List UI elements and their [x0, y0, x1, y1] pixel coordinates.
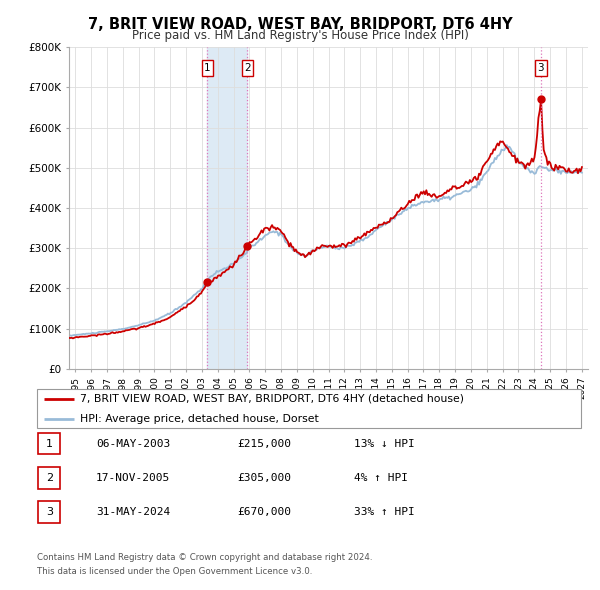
Text: 1: 1 [204, 63, 211, 73]
Text: 13% ↓ HPI: 13% ↓ HPI [354, 439, 415, 448]
FancyBboxPatch shape [38, 433, 60, 454]
Text: £305,000: £305,000 [237, 473, 291, 483]
FancyBboxPatch shape [38, 467, 60, 489]
Bar [208, 47, 247, 369]
Text: 31-MAY-2024: 31-MAY-2024 [96, 507, 170, 517]
Text: £670,000: £670,000 [237, 507, 291, 517]
FancyBboxPatch shape [37, 389, 581, 428]
Text: 7, BRIT VIEW ROAD, WEST BAY, BRIDPORT, DT6 4HY: 7, BRIT VIEW ROAD, WEST BAY, BRIDPORT, D… [88, 17, 512, 31]
Text: Contains HM Land Registry data © Crown copyright and database right 2024.: Contains HM Land Registry data © Crown c… [37, 553, 373, 562]
Text: £215,000: £215,000 [237, 439, 291, 448]
Text: 2: 2 [244, 63, 251, 73]
Text: 7, BRIT VIEW ROAD, WEST BAY, BRIDPORT, DT6 4HY (detached house): 7, BRIT VIEW ROAD, WEST BAY, BRIDPORT, D… [80, 394, 464, 404]
Text: 3: 3 [46, 507, 53, 517]
Text: This data is licensed under the Open Government Licence v3.0.: This data is licensed under the Open Gov… [37, 566, 313, 576]
Text: Price paid vs. HM Land Registry's House Price Index (HPI): Price paid vs. HM Land Registry's House … [131, 30, 469, 42]
Text: 3: 3 [538, 63, 544, 73]
Text: HPI: Average price, detached house, Dorset: HPI: Average price, detached house, Dors… [80, 414, 319, 424]
Text: 2: 2 [46, 473, 53, 483]
FancyBboxPatch shape [38, 502, 60, 523]
Text: 1: 1 [46, 439, 53, 448]
Text: 33% ↑ HPI: 33% ↑ HPI [354, 507, 415, 517]
Text: 17-NOV-2005: 17-NOV-2005 [96, 473, 170, 483]
Text: 4% ↑ HPI: 4% ↑ HPI [354, 473, 408, 483]
Text: 06-MAY-2003: 06-MAY-2003 [96, 439, 170, 448]
